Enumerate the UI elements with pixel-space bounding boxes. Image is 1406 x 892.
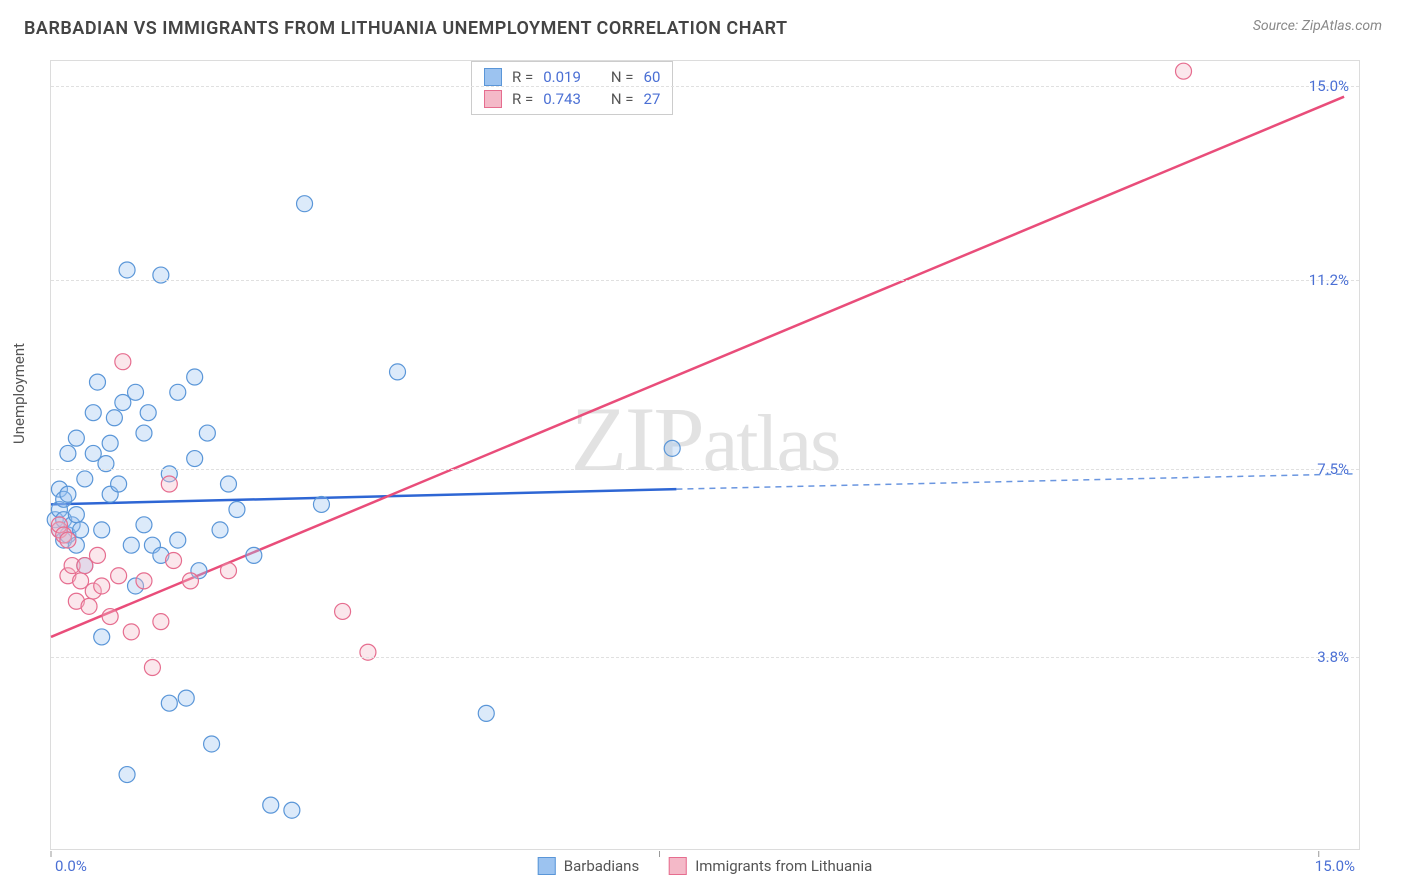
legend-item: Barbadians [538, 857, 639, 875]
data-point [263, 797, 279, 813]
data-point [68, 430, 84, 446]
data-point [297, 196, 313, 212]
y-axis-label: Unemployment [10, 343, 28, 444]
ytick-label: 3.8% [1317, 648, 1349, 666]
data-point [220, 563, 236, 579]
data-point [136, 517, 152, 533]
data-point [94, 522, 110, 538]
trend-line [51, 97, 1344, 637]
data-point [313, 496, 329, 512]
ytick-label: 7.5% [1317, 460, 1349, 478]
data-point [77, 471, 93, 487]
data-point [229, 502, 245, 518]
xtick-label: 0.0% [55, 857, 87, 875]
data-point [119, 262, 135, 278]
data-point [136, 425, 152, 441]
chart-header: BARBADIAN VS IMMIGRANTS FROM LITHUANIA U… [0, 0, 1406, 39]
data-point [89, 374, 105, 390]
legend-item: Immigrants from Lithuania [669, 857, 872, 875]
data-point [85, 405, 101, 421]
data-point [161, 695, 177, 711]
data-point [102, 609, 118, 625]
data-point [170, 384, 186, 400]
ytick-label: 15.0% [1309, 77, 1349, 95]
data-point [60, 486, 76, 502]
data-point [89, 547, 105, 563]
data-point [60, 532, 76, 548]
data-point [123, 537, 139, 553]
chart-frame: Unemployment ZIPatlas R = 0.019 N = 60 R… [50, 60, 1360, 850]
r-label: R = [512, 90, 533, 108]
scatter-plot-svg [51, 61, 1359, 849]
data-point [144, 660, 160, 676]
data-point [68, 507, 84, 523]
chart-title: BARBADIAN VS IMMIGRANTS FROM LITHUANIA U… [24, 18, 788, 39]
data-point [212, 522, 228, 538]
data-point [187, 369, 203, 385]
data-point [284, 802, 300, 818]
data-point [136, 573, 152, 589]
gridline [51, 657, 1359, 658]
gridline [51, 280, 1359, 281]
ytick-label: 11.2% [1309, 271, 1349, 289]
stats-row: R = 0.019 N = 60 [472, 66, 672, 88]
data-point [119, 767, 135, 783]
data-point [664, 440, 680, 456]
data-point [178, 690, 194, 706]
data-point [106, 410, 122, 426]
data-point [335, 603, 351, 619]
n-value: 27 [644, 90, 661, 108]
r-value: 0.019 [543, 68, 581, 86]
trend-line-extended [676, 474, 1352, 489]
legend-swatch-lithuania [669, 857, 687, 875]
data-point [123, 624, 139, 640]
data-point [204, 736, 220, 752]
data-point [187, 451, 203, 467]
data-point [140, 405, 156, 421]
data-point [94, 629, 110, 645]
data-point [390, 364, 406, 380]
n-label: N = [611, 68, 634, 86]
data-point [478, 705, 494, 721]
data-point [115, 354, 131, 370]
chart-source: Source: ZipAtlas.com [1253, 18, 1382, 34]
data-point [166, 552, 182, 568]
data-point [128, 384, 144, 400]
n-label: N = [611, 90, 634, 108]
trend-line [51, 489, 676, 504]
data-point [60, 445, 76, 461]
legend-swatch-barbadians [538, 857, 556, 875]
data-point [81, 598, 97, 614]
data-point [102, 435, 118, 451]
data-point [153, 614, 169, 630]
bottom-legend: Barbadians Immigrants from Lithuania [538, 857, 873, 875]
legend-label: Barbadians [564, 857, 639, 875]
data-point [111, 568, 127, 584]
data-point [182, 573, 198, 589]
stats-row: R = 0.743 N = 27 [472, 88, 672, 110]
data-point [94, 578, 110, 594]
xtick-label: 15.0% [1315, 857, 1355, 875]
n-value: 60 [644, 68, 661, 86]
data-point [111, 476, 127, 492]
data-point [1176, 63, 1192, 79]
swatch-barbadians [484, 68, 502, 86]
r-value: 0.743 [543, 90, 581, 108]
data-point [199, 425, 215, 441]
data-point [161, 476, 177, 492]
correlation-stats-box: R = 0.019 N = 60 R = 0.743 N = 27 [471, 61, 673, 115]
data-point [170, 532, 186, 548]
swatch-lithuania [484, 90, 502, 108]
data-point [220, 476, 236, 492]
r-label: R = [512, 68, 533, 86]
gridline [51, 469, 1359, 470]
legend-label: Immigrants from Lithuania [695, 857, 872, 875]
data-point [246, 547, 262, 563]
gridline [51, 86, 1359, 87]
